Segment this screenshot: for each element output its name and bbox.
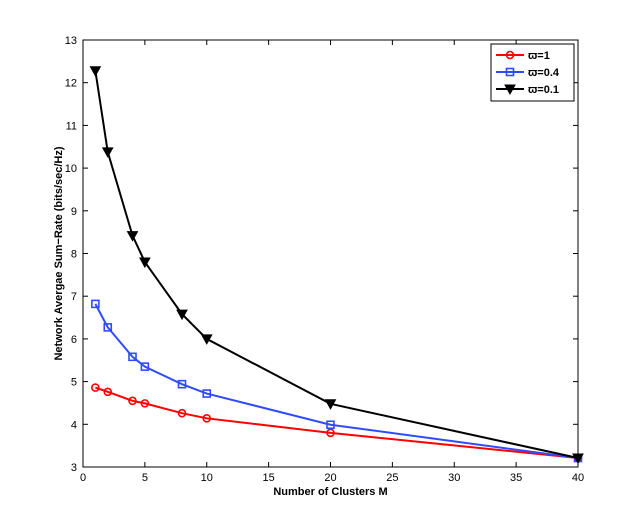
series-3 bbox=[89, 66, 584, 465]
data-point bbox=[326, 420, 335, 430]
y-tick-label: 5 bbox=[71, 377, 77, 389]
data-point bbox=[89, 66, 102, 77]
y-tick-label: 6 bbox=[71, 334, 77, 346]
data-point bbox=[103, 387, 113, 397]
legend-item: ϖ=0.4 bbox=[496, 67, 560, 79]
data-point bbox=[91, 299, 100, 309]
legend-marker bbox=[505, 50, 515, 60]
y-tick-label: 7 bbox=[71, 291, 77, 303]
data-point bbox=[176, 309, 188, 321]
x-axis: 0 5 10 15 20 25 30 35 40 bbox=[80, 40, 584, 484]
data-point bbox=[140, 362, 150, 371]
legend-label: ϖ=0.1 bbox=[528, 84, 559, 96]
legend-marker bbox=[504, 84, 516, 96]
legend-marker bbox=[505, 67, 515, 77]
legend-label: ϖ=0.4 bbox=[528, 67, 560, 79]
data-point bbox=[202, 414, 212, 423]
data-point bbox=[177, 408, 187, 418]
x-tick-label: 10 bbox=[201, 472, 213, 484]
y-tick-label: 4 bbox=[71, 419, 77, 431]
data-point bbox=[202, 389, 212, 398]
series-1 bbox=[91, 383, 583, 463]
legend: ϖ=1 ϖ=0.4 ϖ=0.1 bbox=[490, 43, 575, 102]
y-axis-title: Network Avergae Sum−Rate (bits/sec/Hz) bbox=[53, 146, 65, 360]
x-tick-label: 15 bbox=[263, 472, 275, 484]
data-point bbox=[101, 147, 114, 158]
y-tick-label: 12 bbox=[65, 78, 77, 90]
x-tick-label: 35 bbox=[510, 472, 522, 484]
y-tick-label: 10 bbox=[65, 163, 77, 175]
y-tick-label: 9 bbox=[71, 206, 77, 218]
data-point bbox=[324, 399, 337, 410]
data-point bbox=[326, 428, 335, 438]
x-tick-label: 0 bbox=[80, 472, 86, 484]
series-line bbox=[94, 303, 579, 460]
y-tick-label: 3 bbox=[71, 462, 77, 474]
data-point bbox=[177, 379, 187, 389]
data-point bbox=[139, 257, 151, 269]
y-tick-label: 11 bbox=[66, 120, 77, 132]
data-point bbox=[91, 383, 100, 392]
series-line bbox=[95, 386, 579, 460]
data-point bbox=[126, 231, 139, 242]
x-tick-label: 20 bbox=[324, 472, 336, 484]
legend-label: ϖ=1 bbox=[528, 50, 550, 62]
series-layer bbox=[89, 66, 584, 465]
data-point bbox=[128, 396, 137, 406]
y-tick-label: 13 bbox=[65, 35, 77, 47]
data-point bbox=[572, 453, 584, 465]
legend-item: ϖ=1 bbox=[496, 50, 550, 62]
x-tick-label: 5 bbox=[142, 472, 148, 484]
x-tick-label: 40 bbox=[572, 472, 584, 484]
legend-item: ϖ=0.1 bbox=[496, 84, 559, 96]
y-axis: 3 4 5 6 7 8 9 10 11 12 13 bbox=[65, 35, 578, 474]
x-tick-label: 25 bbox=[386, 472, 398, 484]
data-point bbox=[103, 323, 113, 332]
plot-area bbox=[82, 39, 579, 468]
x-tick-label: 30 bbox=[448, 472, 460, 484]
data-point bbox=[140, 399, 150, 408]
y-tick-label: 8 bbox=[71, 249, 77, 261]
data-point bbox=[200, 334, 213, 345]
series-line bbox=[94, 70, 579, 460]
x-axis-title: Number of Clusters M bbox=[273, 486, 387, 498]
series-2 bbox=[91, 299, 583, 463]
data-point bbox=[128, 352, 137, 362]
